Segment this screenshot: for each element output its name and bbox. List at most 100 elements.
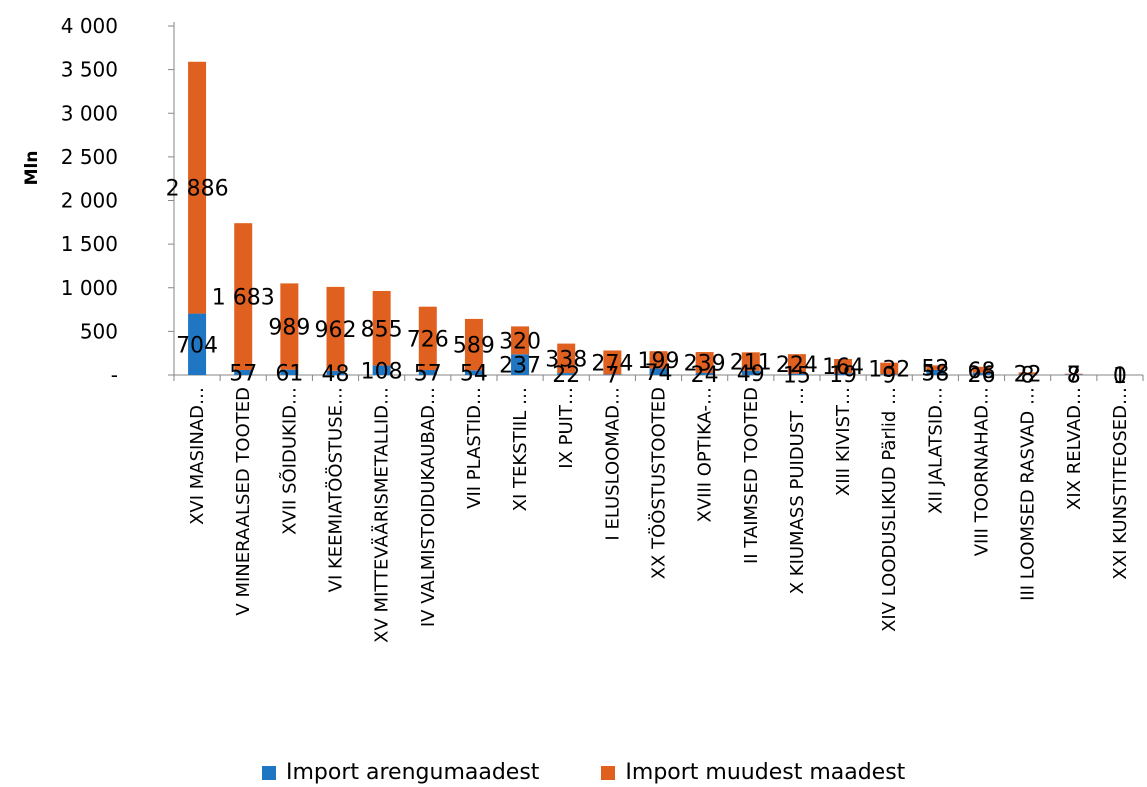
legend-label-developing: Import arengumaadest xyxy=(286,760,540,785)
bar-other xyxy=(972,366,991,373)
category-label: XIV LOODUSLIKUD Pärlid … xyxy=(879,387,900,632)
category-label: XX TÖÖSTUSTOOTED xyxy=(648,387,670,579)
category-label: VIII TOORNAHAD… xyxy=(972,387,993,556)
data-label-developing: 15 xyxy=(783,363,811,388)
y-tick-label: 1 000 xyxy=(61,276,118,300)
bar-other xyxy=(695,352,714,373)
axes: - 500 1 000 1 500 2 000 2 500 3 000 3 500 4 000 xyxy=(61,14,1144,387)
bar-other xyxy=(787,354,806,374)
bar-developing xyxy=(741,370,760,375)
data-label-developing: 54 xyxy=(460,362,488,387)
bar-other xyxy=(603,350,622,375)
category-label: XVIII OPTIKA-… xyxy=(695,387,716,523)
category-label: VI KEEMIATÖÖSTUSE… xyxy=(325,387,347,592)
data-label-other: 1 xyxy=(1113,364,1127,389)
category-label: II TAIMSED TOOTED xyxy=(741,387,762,564)
data-label-other: 726 xyxy=(407,327,449,352)
data-label-other: 211 xyxy=(730,351,772,376)
data-label-other: 320 xyxy=(499,329,541,354)
bar-other xyxy=(880,362,899,375)
bar-developing xyxy=(280,369,299,375)
category-label: XI TEKSTIIL … xyxy=(510,387,531,511)
y-tick-label: 500 xyxy=(80,319,118,343)
y-tick-label: 3 000 xyxy=(61,101,118,125)
legend-item-developing: Import arengumaadest xyxy=(262,760,539,785)
bar-other xyxy=(464,318,483,371)
y-tick-label: 1 500 xyxy=(61,232,118,256)
data-label-developing: 7 xyxy=(605,364,619,389)
category-label: VII PLASTID… xyxy=(464,387,485,509)
data-label-developing: 22 xyxy=(552,363,580,388)
bar-other xyxy=(188,61,207,314)
category-label: XIX RELVAD… xyxy=(1064,387,1085,510)
data-label-other: 224 xyxy=(776,353,818,378)
legend-item-other: Import muudest maadest xyxy=(601,760,905,785)
bars xyxy=(188,61,1129,375)
data-label-developing: 237 xyxy=(499,354,541,379)
data-label-other: 239 xyxy=(684,351,726,376)
category-label: IX PUIT… xyxy=(556,387,577,469)
data-label-other: 7 xyxy=(1067,363,1081,388)
bar-other xyxy=(234,223,253,371)
data-label-developing: 58 xyxy=(921,361,949,386)
category-label: XII JALATSID… xyxy=(925,387,946,514)
y-tick-label: 2 500 xyxy=(61,145,118,169)
bar-developing xyxy=(603,374,622,375)
bar-other xyxy=(372,290,391,366)
category-label: XXI KUNSTITEOSED… xyxy=(1110,387,1131,580)
bar-developing xyxy=(418,370,437,375)
data-label-other: 52 xyxy=(921,357,949,382)
data-label-developing: 49 xyxy=(737,362,765,387)
bar-developing xyxy=(1018,374,1037,375)
bar-developing xyxy=(372,365,391,375)
data-label-developing: 57 xyxy=(414,362,442,387)
y-axis-title: Mln xyxy=(22,151,42,186)
bar-other xyxy=(280,283,299,370)
stacked-bar-chart: Mln - 500 1 000 1 500 2 000 2 500 3 000 3 500 4 … xyxy=(22,14,1144,643)
y-tick-label: 3 500 xyxy=(61,58,118,82)
data-label-other: 989 xyxy=(268,316,310,341)
data-label-developing: 9 xyxy=(882,364,896,389)
y-tick-label: 4 000 xyxy=(61,14,118,38)
bar-developing xyxy=(464,370,483,375)
bar-developing xyxy=(649,368,668,375)
bar-other xyxy=(926,365,945,370)
data-label-other: 274 xyxy=(591,351,633,376)
data-label-other: 199 xyxy=(638,349,680,374)
bar-developing xyxy=(326,370,345,375)
data-label-developing: 61 xyxy=(275,361,303,386)
data-label-other: 1 683 xyxy=(212,286,275,311)
category-label: V MINERAALSED TOOTED xyxy=(233,387,254,616)
data-label-developing: 48 xyxy=(322,362,350,387)
data-label-developing: 24 xyxy=(691,363,719,388)
bar-developing xyxy=(695,372,714,375)
bar-other xyxy=(326,286,345,371)
data-label-other: 164 xyxy=(822,355,864,380)
legend-swatch-other xyxy=(601,765,616,780)
bar-developing xyxy=(787,373,806,375)
bar-other xyxy=(511,326,530,355)
bar-developing xyxy=(880,374,899,375)
bar-developing xyxy=(926,369,945,375)
bar-other xyxy=(1018,372,1037,375)
category-label: I ELUSLOOMAD… xyxy=(602,387,623,541)
data-label-developing: 108 xyxy=(361,359,403,384)
data-label-developing: 8 xyxy=(1067,364,1081,389)
bar-developing xyxy=(557,373,576,375)
data-label-other: 962 xyxy=(315,318,357,343)
bar-developing xyxy=(188,313,207,375)
data-label-other: 2 886 xyxy=(166,177,229,202)
data-label-developing: 26 xyxy=(968,363,996,388)
category-label: XVI MASINAD… xyxy=(187,387,208,525)
bar-other xyxy=(834,359,853,374)
data-label-other: 855 xyxy=(361,317,403,342)
legend: Import arengumaadest Import muudest maad… xyxy=(262,760,905,785)
y-tick-label: - xyxy=(111,363,118,387)
bar-other xyxy=(649,351,668,369)
bar-developing xyxy=(234,370,253,375)
data-label-other: 68 xyxy=(968,359,996,384)
category-label: III LOOMSED RASVAD … xyxy=(1018,387,1039,601)
data-label-developing: 0 xyxy=(1113,364,1127,389)
data-label-developing: 704 xyxy=(176,333,218,358)
bar-other xyxy=(1064,373,1083,375)
